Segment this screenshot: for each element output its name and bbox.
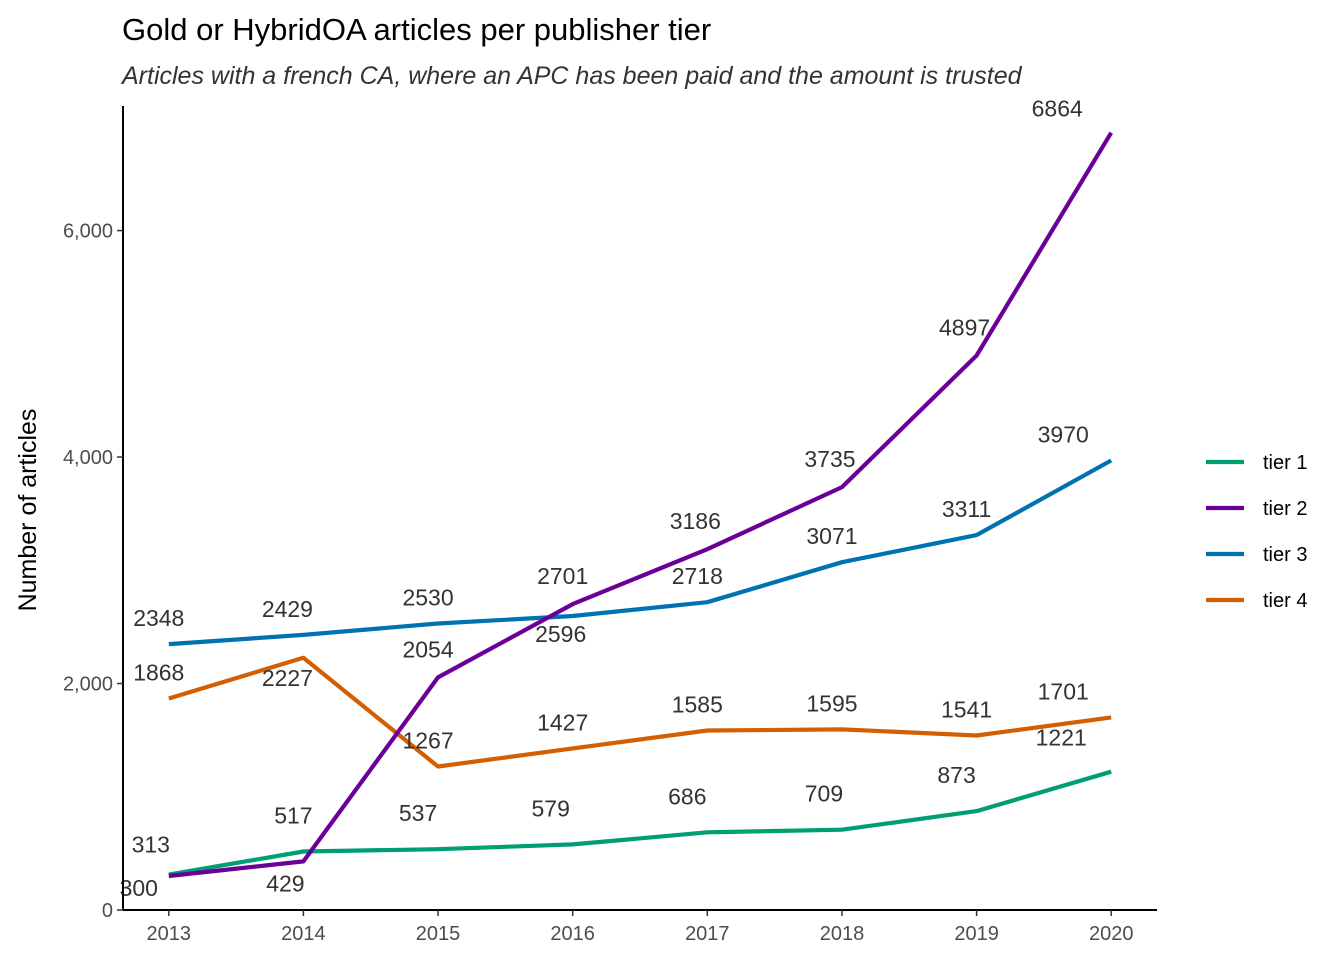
data-label-tier-3: 2718 xyxy=(672,563,723,589)
plot-area xyxy=(168,131,1113,879)
label-leader-tier-1 xyxy=(838,808,842,826)
y-tick-label: 2,000 xyxy=(63,674,113,696)
x-tick-label: 2020 xyxy=(1089,923,1134,945)
data-label-tier-2: 4897 xyxy=(939,314,990,340)
label-leader-tier-2 xyxy=(1075,123,1107,129)
data-label-tier-4: 1427 xyxy=(537,709,588,735)
data-label-tier-1: 313 xyxy=(132,832,170,858)
label-leader-tier-3 xyxy=(1081,448,1107,456)
data-label-tier-1: 709 xyxy=(805,781,843,807)
data-label-tier-2: 2054 xyxy=(402,636,453,662)
legend-label-tier-3: tier 3 xyxy=(1263,544,1307,566)
y-axis-label: Number of articles xyxy=(14,409,42,612)
label-leader-tier-2 xyxy=(157,872,165,902)
series-line-tier-4 xyxy=(168,655,1112,769)
data-label-tier-3: 2429 xyxy=(262,596,313,622)
data-label-tier-4: 1267 xyxy=(402,728,453,754)
data-label-tier-4: 2227 xyxy=(262,665,313,691)
data-label-tier-1: 579 xyxy=(531,795,569,821)
data-label-tier-3: 2596 xyxy=(535,621,586,647)
label-leader-tier-1 xyxy=(973,789,975,807)
data-label-tier-3: 2348 xyxy=(133,605,184,631)
chart-subtitle: Articles with a french CA, where an APC … xyxy=(120,62,1023,90)
data-label-tier-2: 3735 xyxy=(804,446,855,472)
data-label-tier-4: 1868 xyxy=(133,659,184,685)
chart-title: Gold or HybridOA articles per publisher … xyxy=(122,12,711,47)
label-leader-tier-1 xyxy=(434,827,436,845)
series-line-tier-2 xyxy=(168,131,1113,879)
data-label-tier-1: 686 xyxy=(668,783,706,809)
label-leader-tier-1 xyxy=(1079,752,1107,768)
y-tick-label: 6,000 xyxy=(63,221,113,243)
y-tick-label: 4,000 xyxy=(63,447,113,469)
x-tick-label: 2015 xyxy=(416,923,461,945)
label-leader-tier-4 xyxy=(1081,705,1107,713)
y-tick-label: 0 xyxy=(102,900,113,922)
x-tick-label: 2018 xyxy=(820,923,865,945)
data-label-tier-1: 873 xyxy=(937,762,975,788)
data-label-tier-3: 2530 xyxy=(402,585,453,611)
data-label-tier-3: 3071 xyxy=(806,523,857,549)
series-line-tier-3 xyxy=(168,458,1113,647)
x-tick-label: 2013 xyxy=(147,923,192,945)
data-label-tier-1: 517 xyxy=(274,802,312,828)
x-tick-label: 2016 xyxy=(550,923,595,945)
legend-label-tier-1: tier 1 xyxy=(1263,452,1307,474)
x-tick-label: 2019 xyxy=(954,923,999,945)
legend-label-tier-2: tier 2 xyxy=(1263,498,1307,520)
series-line-tier-1 xyxy=(168,769,1112,877)
data-label-tier-1: 1221 xyxy=(1036,725,1087,751)
data-label-tier-2: 2701 xyxy=(537,563,588,589)
data-label-tier-3: 3970 xyxy=(1038,421,1089,447)
data-label-tier-4: 1701 xyxy=(1038,678,1089,704)
data-labels: 313 517 537 579 686 709 873 1221 300 429 2054 2701 3… xyxy=(120,96,1107,902)
x-tick-label: 2014 xyxy=(281,923,326,945)
data-label-tier-2: 429 xyxy=(266,870,304,896)
label-leader-tier-1 xyxy=(703,810,705,828)
axes: 0 2,000 4,000 6,000 2013 2014 2015 2016 2017 2018… xyxy=(63,106,1157,945)
data-label-tier-2: 6864 xyxy=(1032,96,1083,122)
data-label-tier-4: 1595 xyxy=(806,690,857,716)
legend: tier 1 tier 2 tier 3 tier 4 xyxy=(1206,452,1307,612)
data-label-tier-2: 300 xyxy=(120,875,158,901)
legend-label-tier-4: tier 4 xyxy=(1263,590,1307,612)
data-label-tier-1: 537 xyxy=(399,800,437,826)
x-tick-label: 2017 xyxy=(685,923,730,945)
data-label-tier-3: 3311 xyxy=(942,496,991,522)
data-label-tier-4: 1541 xyxy=(941,696,992,722)
data-label-tier-4: 1585 xyxy=(672,692,723,718)
data-label-tier-2: 3186 xyxy=(670,508,721,534)
label-leader-tier-1 xyxy=(165,859,169,871)
